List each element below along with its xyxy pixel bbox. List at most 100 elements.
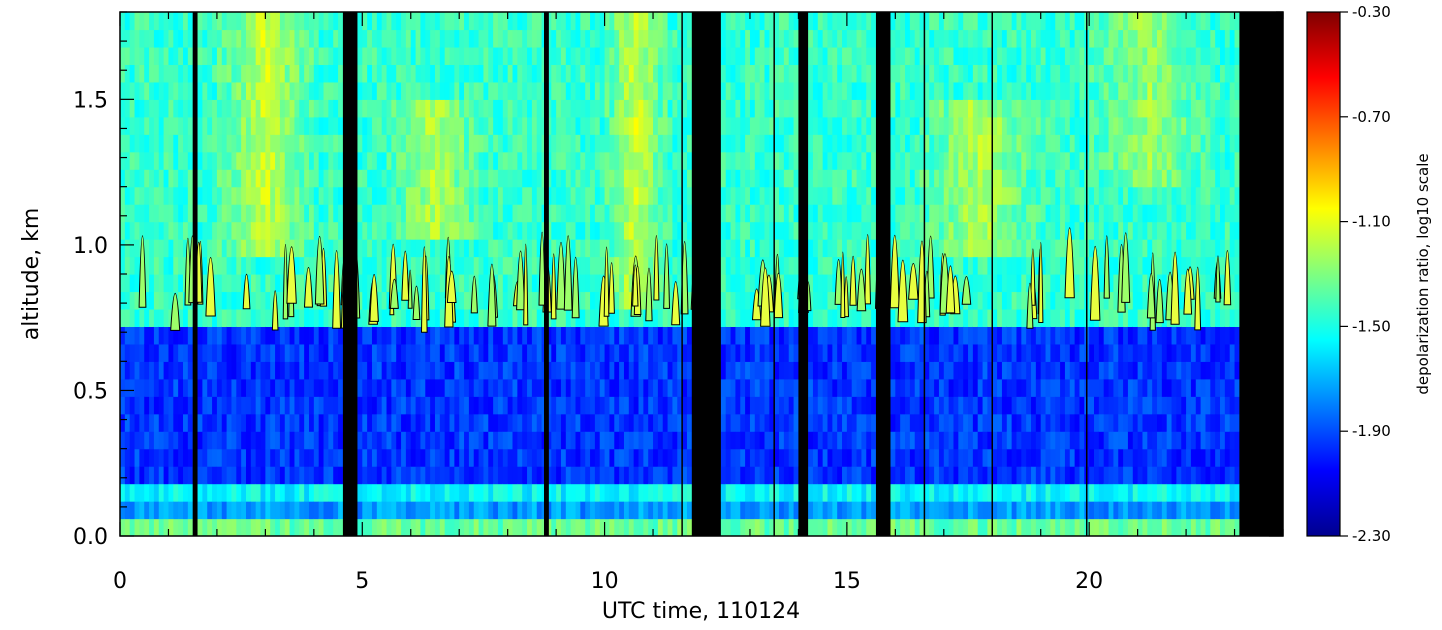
heatmap-cell [817, 466, 824, 485]
heatmap-cell [749, 81, 756, 100]
heatmap-cell [313, 204, 320, 223]
heatmap-cell [619, 29, 625, 48]
heatmap-cell [333, 431, 339, 450]
heatmap-cell [338, 291, 344, 310]
heatmap-cell [609, 308, 615, 327]
heatmap-cell [231, 151, 237, 170]
heatmap-cell [250, 81, 257, 100]
heatmap-cell [415, 116, 422, 135]
heatmap-cell [212, 12, 218, 31]
heatmap-cell [299, 29, 305, 48]
heatmap-cell [856, 466, 863, 485]
heatmap-cell [769, 431, 775, 450]
heatmap-cell [779, 343, 785, 362]
heatmap-cell [299, 239, 305, 258]
heatmap-cell [686, 431, 693, 450]
heatmap-cell [672, 29, 678, 48]
heatmap-cell [846, 256, 853, 275]
heatmap-cell [909, 431, 916, 450]
heatmap-cell [740, 64, 746, 83]
heatmap-cell [551, 64, 557, 83]
heatmap-cell [895, 12, 901, 31]
heatmap-cell [371, 239, 378, 258]
heatmap-cell [401, 396, 407, 415]
heatmap-cell [502, 29, 509, 48]
heatmap-cell [565, 326, 572, 345]
heatmap-cell [599, 134, 606, 153]
heatmap-cell [677, 99, 683, 118]
heatmap-cell [609, 134, 615, 153]
heatmap-cell [241, 361, 247, 380]
heatmap-cell [735, 396, 741, 415]
heatmap-cell [323, 361, 329, 380]
heatmap-cell [241, 134, 247, 153]
heatmap-cell [255, 29, 262, 48]
heatmap-cell [328, 151, 334, 170]
heatmap-cell [856, 483, 863, 502]
heatmap-cell [672, 448, 678, 467]
heatmap-cell [783, 308, 790, 327]
heatmap-cell [580, 99, 586, 118]
heatmap-cell [313, 151, 320, 170]
heatmap-cell [643, 431, 649, 450]
heatmap-cell [468, 448, 475, 467]
heatmap-cell [318, 378, 325, 397]
heatmap-cell [653, 204, 659, 223]
heatmap-cell [299, 431, 305, 450]
heatmap-cell [570, 134, 577, 153]
heatmap-cell [464, 378, 470, 397]
heatmap-cell [430, 274, 436, 293]
heatmap-cell [497, 518, 504, 536]
heatmap-cell [565, 64, 572, 83]
heatmap-cell [565, 46, 572, 65]
heatmap-cell [590, 239, 596, 258]
heatmap-cell [212, 99, 218, 118]
heatmap-cell [851, 378, 858, 397]
heatmap-cell [323, 413, 329, 432]
heatmap-cell [493, 413, 499, 432]
heatmap-cell [430, 46, 436, 65]
heatmap-cell [638, 518, 644, 536]
heatmap-cell [682, 169, 688, 188]
heatmap-cell [686, 12, 693, 31]
heatmap-cell [522, 518, 528, 536]
heatmap-cell [822, 81, 829, 100]
heatmap-cell [168, 12, 174, 31]
heatmap-cell [173, 343, 179, 362]
heatmap-cell [769, 134, 775, 153]
heatmap-cell [415, 448, 422, 467]
heatmap-cell [376, 396, 383, 415]
heatmap-cell [328, 518, 334, 536]
heatmap-cell [168, 501, 174, 520]
heatmap-cell [909, 46, 916, 65]
heatmap-cell [241, 116, 247, 135]
heatmap-cell [197, 134, 203, 153]
heatmap-cell [740, 186, 746, 205]
heatmap-cell [779, 151, 785, 170]
heatmap-cell [890, 99, 896, 118]
heatmap-cell [183, 239, 189, 258]
heatmap-cell [754, 378, 761, 397]
heatmap-cell [720, 361, 727, 380]
heatmap-cell [371, 29, 378, 48]
heatmap-cell [420, 46, 426, 65]
heatmap-cell [241, 466, 247, 485]
heatmap-cell [657, 431, 664, 450]
heatmap-cell [527, 274, 533, 293]
heatmap-cell [163, 343, 170, 362]
heatmap-cell [672, 343, 678, 362]
heatmap-cell [686, 186, 693, 205]
heatmap-cell [522, 29, 528, 48]
heatmap-cell [590, 256, 596, 275]
heatmap-cell [720, 256, 727, 275]
heatmap-cell [565, 308, 572, 327]
heatmap-cell [197, 466, 203, 485]
heatmap-cell [594, 204, 601, 223]
heatmap-cell [585, 343, 591, 362]
heatmap-cell [900, 501, 906, 520]
heatmap-cell [434, 29, 441, 48]
heatmap-cell [730, 256, 737, 275]
heatmap-cell [846, 239, 853, 258]
heatmap-cell [914, 483, 921, 502]
heatmap-cell [386, 204, 392, 223]
